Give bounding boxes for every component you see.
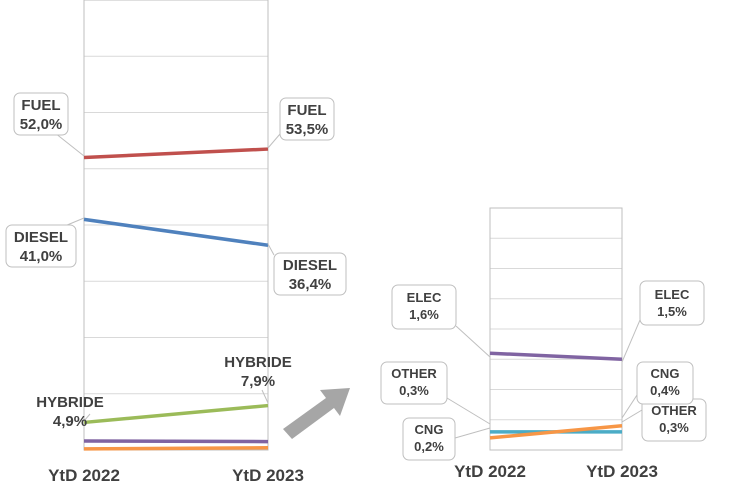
series-line: [83, 439, 269, 444]
data-label-name: CNG: [651, 366, 680, 381]
label-leader: [446, 397, 491, 425]
data-label-value: 1,6%: [409, 307, 439, 322]
label-leader: [261, 389, 269, 404]
data-label-box: [402, 417, 456, 461]
label-leader: [454, 427, 491, 439]
x-tick-label: YtD 2023: [232, 466, 304, 485]
data-label-name: DIESEL: [14, 229, 68, 246]
data-label-name: DIESEL: [283, 257, 337, 274]
data-label-box: [13, 92, 69, 136]
label-leader: [621, 394, 638, 419]
series-line: [83, 446, 269, 451]
data-label-box: [5, 224, 77, 268]
label-leader: [455, 325, 491, 358]
x-tick-label: YtD 2022: [454, 462, 526, 481]
plot-frame: [489, 207, 623, 451]
label-leader: [621, 409, 643, 423]
data-label-value: 7,9%: [241, 373, 275, 390]
label-leader: [267, 243, 275, 256]
label-leader: [83, 413, 91, 422]
data-label-name: CNG: [415, 422, 444, 437]
data-label-value: 4,9%: [53, 413, 87, 430]
label-leader: [621, 319, 641, 363]
data-label-value: 0,4%: [650, 383, 680, 398]
data-label-box: [380, 361, 448, 405]
data-label-value: 36,4%: [289, 276, 332, 293]
data-label-value: 0,3%: [399, 383, 429, 398]
data-label-name: ELEC: [655, 287, 690, 302]
label-leader: [54, 132, 85, 157]
label-leader: [267, 133, 281, 149]
data-label-box: [391, 284, 457, 330]
data-label-name: OTHER: [391, 366, 437, 381]
data-label-value: 52,0%: [20, 116, 63, 133]
series-line: [489, 351, 623, 361]
data-label-value: 0,3%: [659, 420, 689, 435]
data-label-box: [273, 252, 347, 296]
data-label-value: 0,2%: [414, 439, 444, 454]
data-label-name: ELEC: [407, 290, 442, 305]
series-line: [489, 424, 623, 440]
x-tick-label: YtD 2023: [586, 462, 658, 481]
series-line: [83, 217, 269, 247]
data-label-name: FUEL: [21, 97, 60, 114]
data-label-box: [279, 97, 335, 141]
series-line: [83, 147, 269, 160]
data-label-value: 41,0%: [20, 248, 63, 265]
data-label-box: [636, 361, 694, 405]
data-label-value: 53,5%: [286, 121, 329, 138]
x-tick-label: YtD 2022: [48, 466, 120, 485]
data-label-name: FUEL: [287, 102, 326, 119]
data-label-box: [639, 280, 705, 326]
series-line: [83, 403, 269, 425]
data-label-value: 1,5%: [657, 304, 687, 319]
data-label-name: OTHER: [651, 403, 697, 418]
data-label-name: HYBRIDE: [224, 354, 292, 371]
zoom-arrow-icon: [283, 388, 350, 439]
data-label-name: HYBRIDE: [36, 394, 104, 411]
